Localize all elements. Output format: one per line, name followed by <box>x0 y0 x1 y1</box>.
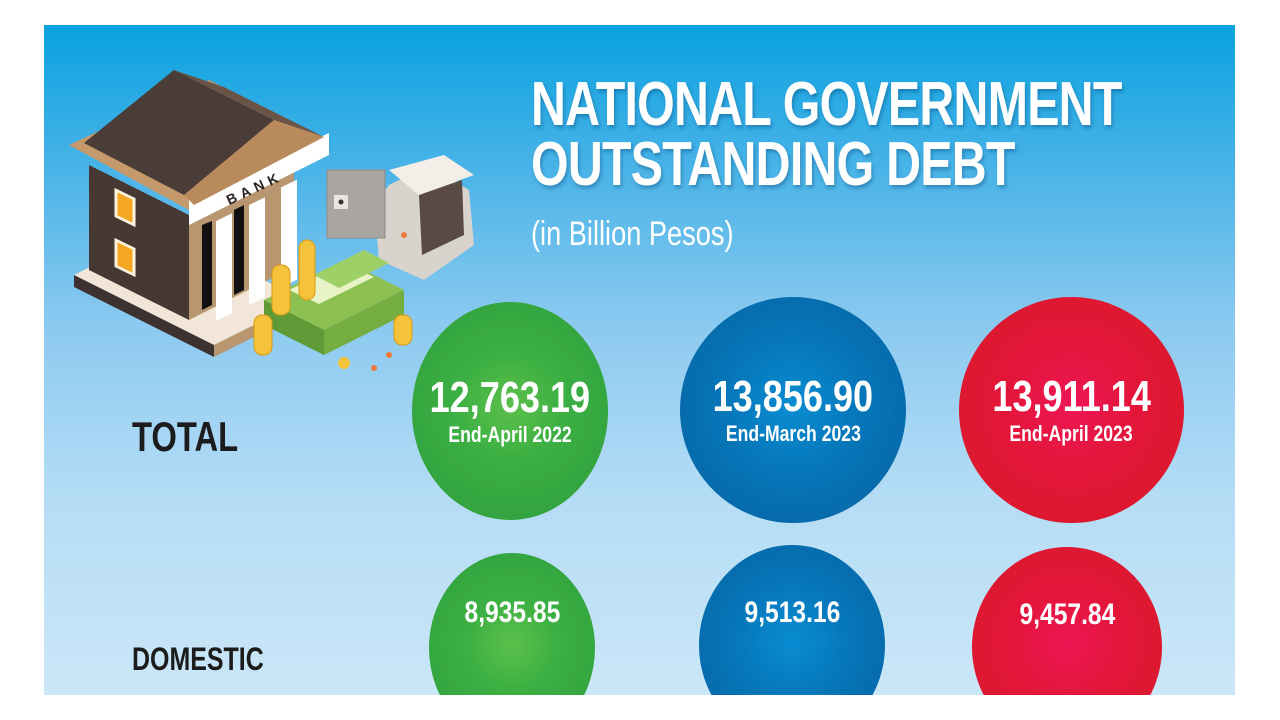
page-subtitle: (in Billion Pesos) <box>531 215 734 253</box>
total-bubble-april-2022: 12,763.19 End-April 2022 <box>412 302 608 520</box>
total-value: 13,911.14 <box>992 372 1151 421</box>
total-period: End-April 2023 <box>1009 421 1134 446</box>
domestic-bubble-april-2022: 8,935.85 <box>429 553 595 695</box>
title-line-1: NATIONAL GOVERNMENT <box>531 70 1122 139</box>
domestic-value: 9,457.84 <box>1019 597 1115 631</box>
total-value: 13,856.90 <box>712 372 874 421</box>
bank-illustration: BANK <box>69 70 474 371</box>
gold-coins-icon <box>253 232 413 371</box>
row-label-total: TOTAL <box>132 413 239 460</box>
total-period: End-March 2023 <box>725 421 861 446</box>
bank-building-icon: BANK <box>69 70 329 357</box>
row-label-domestic: DOMESTIC <box>132 641 264 677</box>
domestic-value: 8,935.85 <box>464 596 560 629</box>
total-period: End-April 2022 <box>448 422 572 447</box>
infographic-panel: BANK NATIONAL GOVERNM <box>44 25 1235 695</box>
domestic-value: 9,513.16 <box>744 595 840 629</box>
total-value: 12,763.19 <box>429 373 591 422</box>
page-title: NATIONAL GOVERNMENT OUTSTANDING DEBT <box>531 70 1122 199</box>
total-bubble-april-2023: 13,911.14 End-April 2023 <box>959 297 1184 523</box>
domestic-bubble-april-2023: 9,457.84 <box>972 547 1162 695</box>
domestic-bubble-march-2023: 9,513.16 <box>699 545 885 695</box>
title-line-2: OUTSTANDING DEBT <box>531 130 1015 199</box>
total-bubble-march-2023: 13,856.90 End-March 2023 <box>680 297 906 523</box>
open-safe-icon <box>326 155 474 280</box>
